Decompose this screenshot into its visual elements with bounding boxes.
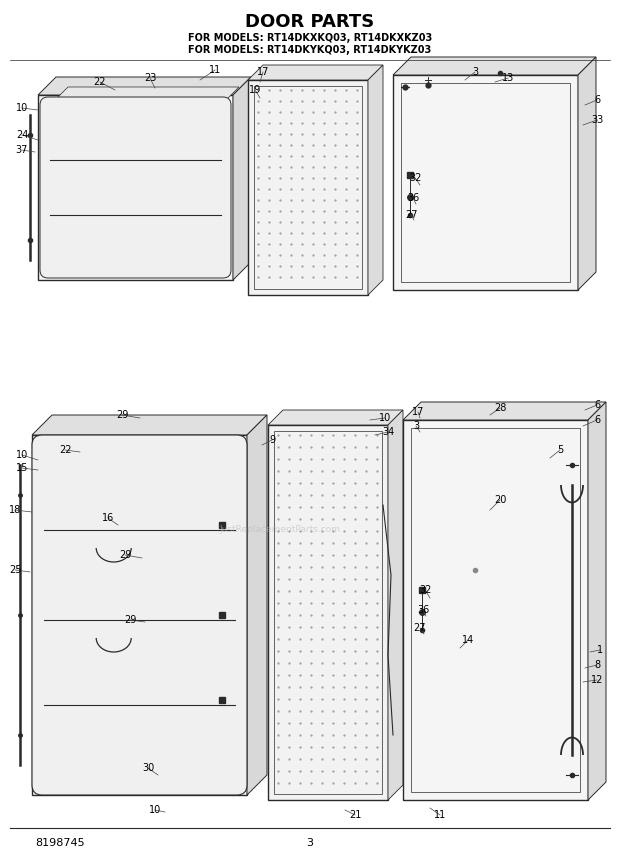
Polygon shape (403, 402, 606, 420)
Text: 13: 13 (502, 73, 514, 83)
Text: 36: 36 (407, 193, 419, 203)
Polygon shape (578, 57, 596, 290)
Text: 32: 32 (419, 585, 431, 595)
Bar (254, 86, 362, 289)
Text: 29: 29 (119, 550, 131, 560)
Polygon shape (393, 57, 596, 75)
Text: 8: 8 (594, 660, 600, 670)
Text: 30: 30 (142, 763, 154, 773)
Text: 16: 16 (102, 513, 114, 523)
Text: 10: 10 (16, 450, 28, 460)
FancyBboxPatch shape (40, 97, 231, 278)
Polygon shape (388, 410, 403, 800)
Text: 11: 11 (434, 810, 446, 820)
Text: 24: 24 (16, 130, 28, 140)
Bar (403, 420, 588, 800)
Text: 21: 21 (349, 810, 361, 820)
Text: 18: 18 (9, 505, 21, 515)
Text: 6: 6 (594, 95, 600, 105)
Text: 9: 9 (269, 435, 275, 445)
Text: 6: 6 (594, 415, 600, 425)
Text: 3: 3 (306, 838, 314, 848)
Text: 36: 36 (417, 605, 429, 615)
Text: 14: 14 (462, 635, 474, 645)
Text: 29: 29 (124, 615, 136, 625)
Bar (401, 83, 570, 282)
Text: 22: 22 (94, 77, 106, 87)
Text: 1: 1 (597, 645, 603, 655)
Text: 27: 27 (405, 210, 417, 220)
Polygon shape (248, 65, 383, 80)
Text: 15: 15 (16, 463, 28, 473)
Text: 28: 28 (494, 403, 506, 413)
Bar (274, 431, 382, 794)
Text: 37: 37 (16, 145, 28, 155)
Polygon shape (50, 87, 239, 105)
Text: 10: 10 (379, 413, 391, 423)
Polygon shape (38, 77, 251, 95)
Bar (32, 435, 247, 795)
Text: 19: 19 (249, 85, 261, 95)
Text: 8198745: 8198745 (35, 838, 84, 848)
Text: 6: 6 (594, 400, 600, 410)
Text: 23: 23 (144, 73, 156, 83)
Text: 29: 29 (116, 410, 128, 420)
Text: 10: 10 (16, 103, 28, 113)
Polygon shape (247, 415, 267, 795)
Bar (411, 428, 580, 792)
Text: 22: 22 (59, 445, 71, 455)
Text: 3: 3 (472, 67, 478, 77)
Text: 20: 20 (494, 495, 506, 505)
Text: 17: 17 (412, 407, 424, 417)
Bar (248, 80, 368, 295)
Polygon shape (368, 65, 383, 295)
Text: 32: 32 (409, 173, 421, 183)
FancyBboxPatch shape (32, 435, 247, 795)
Polygon shape (233, 77, 251, 280)
Polygon shape (588, 402, 606, 800)
Text: 33: 33 (591, 115, 603, 125)
Text: 12: 12 (591, 675, 603, 685)
Bar (38, 95, 233, 280)
Text: JustReplacementParts.com: JustReplacementParts.com (219, 526, 340, 534)
Text: 10: 10 (149, 805, 161, 815)
Text: 27: 27 (414, 623, 427, 633)
Text: 11: 11 (209, 65, 221, 75)
Text: 5: 5 (557, 445, 563, 455)
Text: FOR MODELS: RT14DKXKQ03, RT14DKXKZ03: FOR MODELS: RT14DKXKQ03, RT14DKXKZ03 (188, 33, 432, 43)
Text: 3: 3 (413, 421, 419, 431)
Bar (268, 425, 388, 800)
Text: FOR MODELS: RT14DKYKQ03, RT14DKYKZ03: FOR MODELS: RT14DKYKQ03, RT14DKYKZ03 (188, 45, 432, 55)
Text: 34: 34 (382, 427, 394, 437)
Polygon shape (32, 415, 267, 435)
Polygon shape (268, 410, 403, 425)
Bar (393, 75, 578, 290)
Text: 25: 25 (9, 565, 21, 575)
Text: 17: 17 (257, 67, 269, 77)
Text: DOOR PARTS: DOOR PARTS (246, 13, 374, 31)
